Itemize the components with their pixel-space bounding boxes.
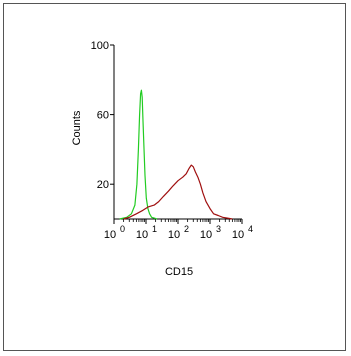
x-axis-label: CD15	[165, 266, 193, 278]
x-tick-label-2: 10	[168, 229, 180, 241]
y-tick-label-1: 60	[97, 110, 109, 122]
y-axis-label: Counts	[71, 110, 83, 145]
x-tick-label-3: 10	[200, 229, 212, 241]
x-tick-exponent-1: 1	[152, 224, 157, 234]
y-tick-label-0: 20	[97, 179, 109, 191]
x-tick-label-4: 10	[232, 229, 244, 241]
x-tick-label-0: 10	[104, 229, 116, 241]
x-tick-label-1: 10	[136, 229, 148, 241]
x-tick-exponent-3: 3	[216, 224, 221, 234]
figure-frame: 20 60 100 10 0 10 1 10 2 10 3 10 4 Counts CD15	[3, 3, 346, 351]
x-tick-exponent-4: 4	[248, 224, 253, 234]
y-tick-label-2: 100	[91, 40, 109, 52]
series-line-0	[119, 89, 158, 220]
x-tick-exponent-2: 2	[184, 224, 189, 234]
x-tick-exponent-0: 0	[120, 224, 125, 234]
series-line-1	[123, 164, 233, 220]
